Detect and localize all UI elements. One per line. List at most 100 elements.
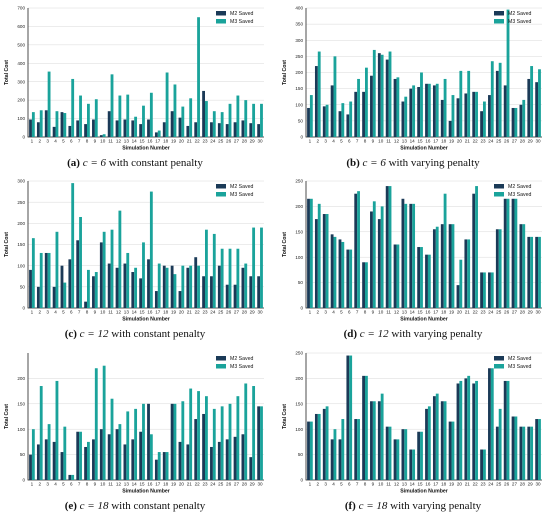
bar-m2 bbox=[217, 123, 221, 137]
bar-m2 bbox=[456, 285, 460, 308]
bar-m2 bbox=[393, 244, 397, 308]
x-tick-label: 16 bbox=[425, 482, 431, 487]
bar-m3 bbox=[443, 193, 447, 308]
x-tick-label: 21 bbox=[465, 139, 471, 144]
bar-m3 bbox=[317, 203, 321, 308]
bar-m2 bbox=[495, 70, 499, 137]
x-tick-label: 2 bbox=[317, 482, 320, 487]
bar-m3 bbox=[205, 101, 208, 137]
bar-m2 bbox=[36, 122, 40, 137]
x-tick-label: 20 bbox=[457, 310, 463, 315]
bar-m3 bbox=[149, 191, 153, 308]
bar-m2 bbox=[535, 236, 539, 308]
legend-label: M2 Saved bbox=[508, 356, 531, 362]
y-tick-label: 50 bbox=[298, 280, 304, 285]
bar-m2 bbox=[495, 426, 499, 480]
x-tick-label: 12 bbox=[116, 310, 122, 315]
bar-m3 bbox=[357, 78, 360, 137]
x-tick-label: 11 bbox=[386, 139, 391, 144]
bar-m3 bbox=[451, 224, 455, 308]
bar-m2 bbox=[322, 106, 326, 137]
x-tick-label: 29 bbox=[528, 310, 534, 315]
bar-m2 bbox=[440, 99, 444, 137]
bar-m3 bbox=[157, 130, 161, 137]
bar-m2 bbox=[448, 224, 452, 308]
bar-m3 bbox=[420, 431, 423, 480]
bar-m2 bbox=[370, 211, 373, 308]
axes bbox=[27, 353, 264, 481]
bar-m2 bbox=[29, 454, 32, 480]
x-tick-label: 5 bbox=[62, 482, 65, 487]
bar-m3 bbox=[126, 411, 130, 480]
bar-m2 bbox=[346, 249, 350, 308]
y-tick-label: 200 bbox=[17, 376, 25, 381]
x-tick-label: 28 bbox=[520, 482, 526, 487]
bar-m2 bbox=[362, 375, 365, 480]
bar-m3 bbox=[134, 116, 138, 137]
bar-m2 bbox=[464, 239, 468, 308]
x-tick-label: 4 bbox=[332, 139, 335, 144]
x-tick-label: 22 bbox=[195, 139, 201, 144]
x-tick-label: 16 bbox=[147, 482, 153, 487]
legend-label: M3 Saved bbox=[230, 19, 253, 25]
bar-m3 bbox=[31, 112, 35, 137]
x-tick-label: 21 bbox=[465, 482, 471, 487]
bar-m2 bbox=[432, 229, 436, 308]
y-tick-label: 100 bbox=[17, 263, 25, 268]
x-tick-label: 11 bbox=[108, 482, 113, 487]
axes bbox=[305, 353, 542, 481]
legend-swatch bbox=[494, 11, 504, 16]
bar-m2 bbox=[257, 406, 261, 480]
bar-m3 bbox=[459, 70, 463, 137]
x-tick-label: 29 bbox=[250, 310, 256, 315]
y-tick-label: 0 bbox=[22, 478, 25, 483]
bar-m3 bbox=[435, 83, 439, 137]
bar-m2 bbox=[377, 401, 381, 480]
legend-swatch bbox=[494, 364, 504, 369]
y-tick-label: 700 bbox=[17, 6, 25, 11]
y-tick-label: 400 bbox=[295, 6, 303, 11]
bar-m3 bbox=[165, 267, 169, 308]
bar-m3 bbox=[205, 396, 208, 480]
bar-m3 bbox=[149, 434, 153, 480]
bar-m3 bbox=[317, 51, 321, 137]
x-tick-label: 13 bbox=[124, 139, 130, 144]
x-tick-label: 16 bbox=[425, 139, 431, 144]
x-tick-label: 16 bbox=[147, 139, 153, 144]
x-tick-label: 15 bbox=[140, 482, 146, 487]
bar-m2 bbox=[432, 85, 436, 137]
bar-m2 bbox=[362, 262, 365, 308]
bar-m2 bbox=[147, 119, 150, 137]
bar-m3 bbox=[79, 216, 82, 308]
bar-m3 bbox=[459, 259, 463, 308]
bar-m3 bbox=[142, 105, 145, 137]
bar-m3 bbox=[498, 62, 502, 138]
bar-m2 bbox=[314, 66, 318, 137]
x-tick-label: 8 bbox=[364, 482, 367, 487]
bar-m3 bbox=[236, 396, 240, 480]
bar-m2 bbox=[202, 276, 205, 308]
bar-m3 bbox=[79, 95, 82, 137]
x-tick-label: 4 bbox=[54, 310, 57, 315]
x-tick-label: 26 bbox=[226, 482, 232, 487]
bar-m2 bbox=[202, 413, 205, 480]
bar-m3 bbox=[63, 426, 67, 480]
x-tick-label: 9 bbox=[372, 310, 375, 315]
x-tick-label: 10 bbox=[378, 139, 384, 144]
bar-m2 bbox=[472, 91, 476, 137]
bar-m3 bbox=[55, 231, 59, 308]
x-tick-label: 19 bbox=[449, 310, 455, 315]
bar-m3 bbox=[31, 238, 35, 308]
bar-m2 bbox=[194, 122, 198, 137]
bar-m3 bbox=[87, 269, 90, 308]
bar-m2 bbox=[52, 286, 56, 308]
x-tick-label: 24 bbox=[210, 482, 216, 487]
bar-m2 bbox=[401, 198, 405, 308]
x-tick-label: 25 bbox=[496, 310, 502, 315]
bar-m3 bbox=[420, 247, 423, 308]
x-tick-label: 2 bbox=[317, 310, 320, 315]
x-axis-label: Simulation Number bbox=[400, 146, 448, 152]
bar-m3 bbox=[260, 103, 263, 137]
y-axis-label: Total Cost bbox=[4, 232, 10, 257]
x-tick-label: 8 bbox=[364, 139, 367, 144]
